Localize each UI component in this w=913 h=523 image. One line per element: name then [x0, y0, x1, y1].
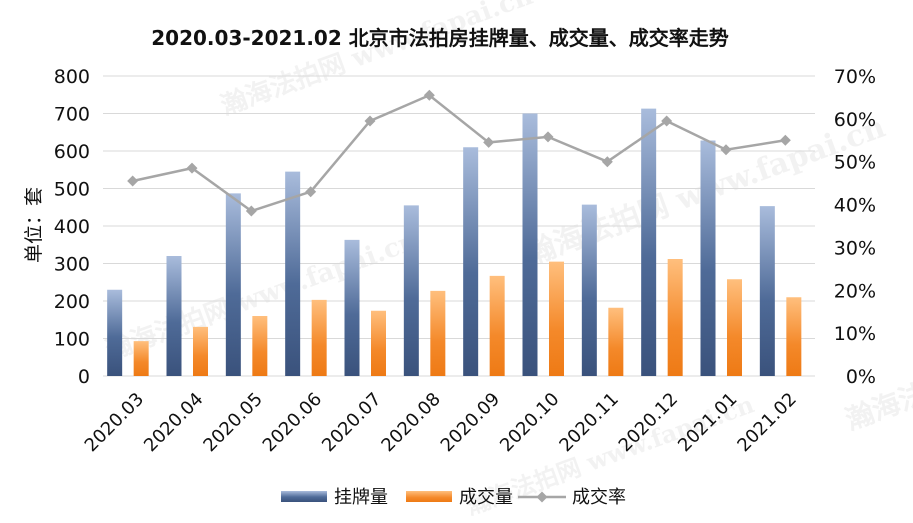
- y-tick-label: 200: [54, 291, 90, 313]
- bar-transaction: [549, 261, 564, 376]
- rate-point: [423, 89, 435, 101]
- bar-listing: [522, 113, 538, 376]
- legend-swatch-listing: [281, 491, 327, 502]
- legend: 挂牌量 成交量 成交率: [281, 487, 626, 508]
- y-tick-label: 300: [54, 254, 90, 276]
- bar-listing: [107, 289, 123, 376]
- x-tick-label: 2020.04: [140, 389, 207, 456]
- bar-listing: [641, 108, 657, 376]
- x-tick-label: 2020.09: [437, 389, 504, 456]
- legend-label-rate: 成交率: [572, 487, 626, 508]
- y-tick-label: 400: [54, 216, 90, 238]
- bar-listing: [759, 206, 775, 376]
- y-axis-ticks: 0 100 200 300 400 500 600 700 800: [54, 66, 90, 388]
- y2-tick-label: 40%: [834, 195, 876, 217]
- watermark-text: 瀚海法拍网 www.fapai.cn: [217, 0, 537, 122]
- bar-transaction: [667, 259, 683, 376]
- y2-tick-label: 50%: [834, 152, 876, 174]
- rate-point: [483, 136, 495, 148]
- rate-point: [720, 144, 732, 156]
- x-tick-label: 2020.07: [318, 389, 385, 456]
- rate-point: [779, 134, 791, 146]
- rate-point: [245, 205, 257, 217]
- x-tick-label: 2020.10: [496, 389, 563, 456]
- y2-tick-label: 70%: [834, 66, 876, 88]
- bar-listing: [463, 147, 479, 376]
- chart-title: 2020.03-2021.02 北京市法拍房挂牌量、成交量、成交率走势: [151, 26, 728, 50]
- bar-transaction: [430, 290, 446, 376]
- rate-point: [661, 115, 673, 127]
- bar-transaction: [608, 307, 624, 376]
- y-tick-label: 600: [54, 141, 90, 163]
- bar-listing: [700, 140, 716, 376]
- rate-point: [364, 115, 376, 127]
- bar-listing: [285, 171, 301, 376]
- y2-tick-label: 60%: [834, 109, 876, 131]
- bar-transaction: [193, 326, 208, 376]
- y-tick-label: 500: [54, 179, 90, 201]
- bars-layer: [107, 108, 802, 376]
- x-tick-label: 2020.08: [377, 389, 444, 456]
- bar-transaction: [133, 341, 149, 376]
- bar-listing: [581, 204, 597, 376]
- x-tick-label: 2020.03: [81, 389, 148, 456]
- y2-tick-label: 30%: [834, 237, 876, 259]
- y2-tick-label: 0%: [846, 366, 876, 388]
- rate-point: [305, 186, 317, 198]
- y-tick-label: 100: [54, 329, 90, 351]
- legend-swatch-transaction: [406, 491, 452, 502]
- y-tick-label: 700: [54, 104, 90, 126]
- rate-line: [132, 93, 786, 213]
- legend-label-transaction: 成交量: [459, 487, 513, 508]
- y-tick-label: 800: [54, 66, 90, 88]
- y-tick-label: 0: [78, 366, 90, 388]
- y2-tick-label: 10%: [834, 323, 876, 345]
- legend-marker-rate: [536, 491, 548, 503]
- bar-transaction: [252, 316, 268, 376]
- bar-transaction: [727, 279, 742, 376]
- y2-tick-label: 20%: [834, 280, 876, 302]
- y2-axis-ticks: 0% 10% 20% 30% 40% 50% 60% 70%: [834, 66, 876, 388]
- rate-line-layer: [127, 89, 791, 217]
- rate-point: [127, 175, 139, 187]
- bar-transaction: [371, 310, 386, 376]
- y-axis-label: 单位：套: [23, 187, 45, 263]
- bar-transaction: [311, 299, 327, 376]
- x-axis-ticks: 2020.032020.042020.052020.062020.072020.…: [81, 389, 801, 456]
- rate-point: [542, 131, 554, 143]
- watermark-text: 瀚海法拍网 www.fapai.cn: [841, 284, 913, 436]
- legend-label-listing: 挂牌量: [334, 487, 388, 508]
- rate-point: [601, 156, 613, 168]
- bar-listing: [166, 256, 182, 376]
- bar-listing: [344, 239, 360, 376]
- rate-point: [186, 162, 198, 174]
- bar-listing: [403, 205, 419, 376]
- bar-transaction: [489, 275, 505, 376]
- x-tick-label: 2020.06: [259, 389, 326, 456]
- bar-transaction: [786, 297, 802, 376]
- bar-listing: [225, 193, 241, 376]
- x-tick-label: 2020.05: [199, 389, 266, 456]
